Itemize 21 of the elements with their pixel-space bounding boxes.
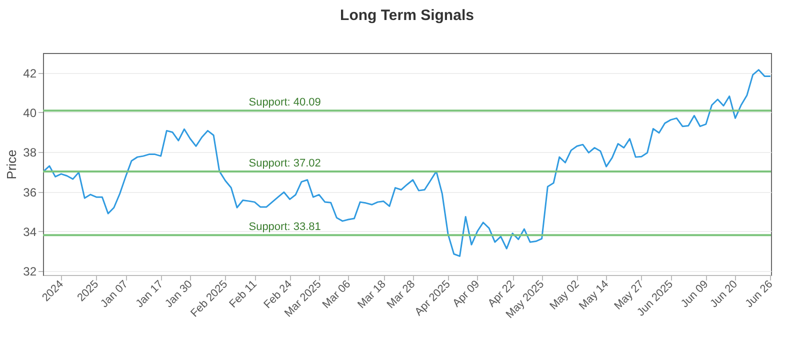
line-series bbox=[42, 69, 772, 257]
ref-line-label: Support: 40.09 bbox=[248, 96, 321, 109]
chart-title: Long Term Signals bbox=[340, 7, 474, 24]
y-axis-title: Price bbox=[4, 150, 20, 180]
y-tick-label: 38 bbox=[23, 146, 37, 160]
x-tick-label: Apr 09 bbox=[450, 278, 482, 310]
y-tick-label: 36 bbox=[23, 185, 37, 200]
y-tick-label: 42 bbox=[23, 66, 37, 80]
x-tick-label: Jun 20 bbox=[708, 278, 740, 310]
x-tick-label: Jan 07 bbox=[98, 278, 130, 310]
x-tick-label: Jun 26 bbox=[743, 278, 776, 310]
x-tick-label: Jan 17 bbox=[134, 278, 166, 310]
ref-line-label: Support: 33.81 bbox=[248, 221, 321, 234]
ref-line-label: Support: 37.02 bbox=[248, 158, 321, 170]
y-tick-label: 40 bbox=[23, 106, 37, 120]
x-tick-label: Feb 11 bbox=[227, 278, 260, 310]
x-tick-label: Mar 06 bbox=[320, 278, 354, 311]
x-tick-label: Jun 09 bbox=[678, 278, 711, 310]
y-tick-label: 32 bbox=[23, 264, 37, 279]
y-tick-label: 34 bbox=[23, 224, 37, 239]
x-tick-label: May 14 bbox=[577, 278, 612, 312]
